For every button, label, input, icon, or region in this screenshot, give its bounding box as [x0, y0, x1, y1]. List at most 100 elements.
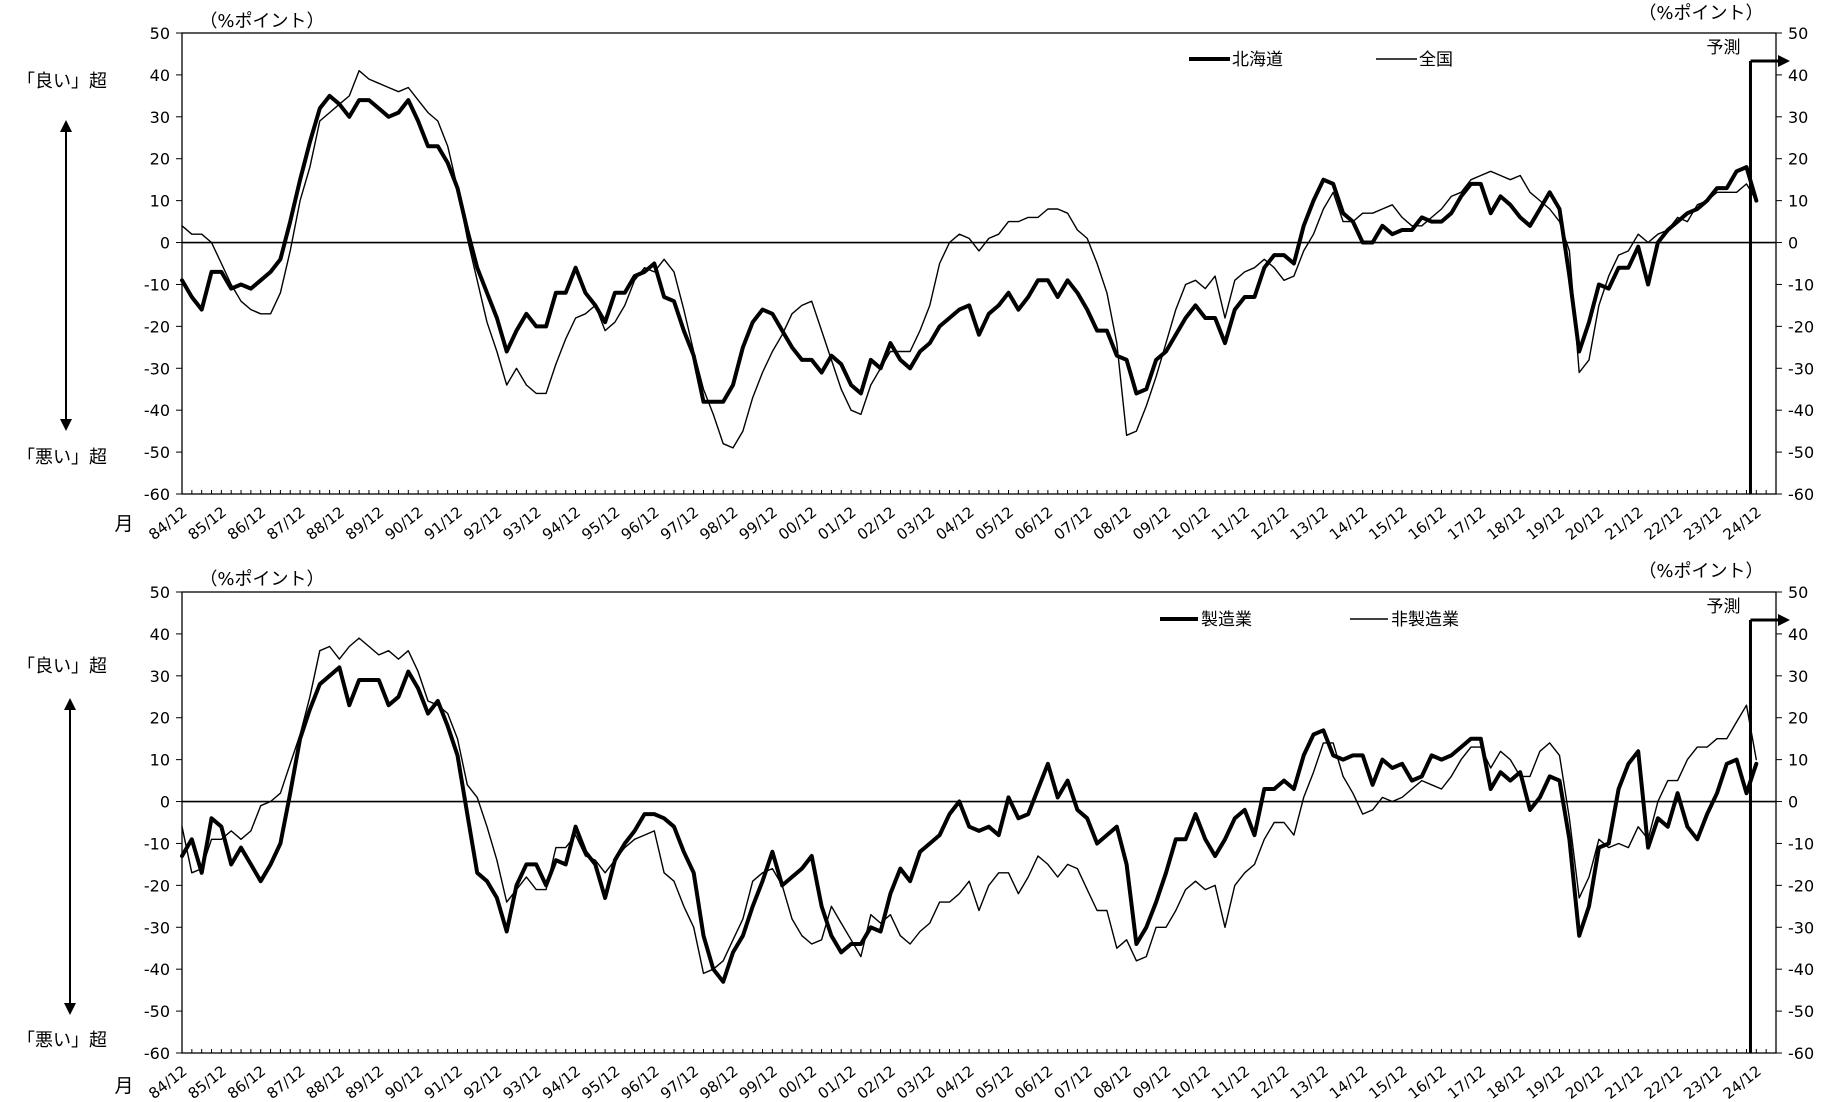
y-tick-label-right: -40 — [1788, 401, 1814, 420]
x-tick-label: 99/12 — [736, 503, 781, 544]
y-tick-label-left: -50 — [144, 443, 170, 462]
x-tick-label: 87/12 — [263, 1062, 308, 1102]
x-tick-label: 15/12 — [1365, 503, 1410, 544]
x-tick-label: 93/12 — [500, 503, 545, 544]
x-tick-label: 07/12 — [1051, 503, 1096, 544]
x-tick-label: 92/12 — [460, 503, 505, 544]
x-tick-label: 95/12 — [578, 503, 623, 544]
y-tick-label-right: 40 — [1788, 625, 1808, 644]
x-tick-label: 97/12 — [657, 1062, 702, 1102]
x-tick-label: 97/12 — [657, 503, 702, 544]
x-tick-label: 01/12 — [814, 1062, 859, 1102]
x-tick-label: 19/12 — [1523, 1062, 1568, 1102]
y-tick-label-right: 0 — [1788, 793, 1798, 812]
x-tick-label: 07/12 — [1051, 1062, 1096, 1102]
x-tick-label: 89/12 — [342, 503, 387, 544]
month-label: 月 — [114, 1075, 133, 1097]
x-tick-label: 17/12 — [1444, 503, 1489, 544]
y-tick-label-right: -30 — [1788, 918, 1814, 937]
y-tick-label-left: 30 — [150, 667, 170, 686]
x-tick-label: 19/12 — [1523, 503, 1568, 544]
x-tick-label: 94/12 — [539, 503, 584, 544]
x-tick-label: 86/12 — [224, 503, 269, 544]
y-tick-label-left: 0 — [160, 793, 170, 812]
x-tick-label: 85/12 — [185, 1062, 230, 1102]
y-tick-label-right: -60 — [1788, 1044, 1814, 1063]
y-tick-label-left: -60 — [144, 485, 170, 504]
x-tick-label: 03/12 — [893, 1062, 938, 1102]
y-tick-label-left: 0 — [160, 234, 170, 253]
y-tick-label-left: 30 — [150, 108, 170, 127]
y-tick-label-left: -20 — [144, 876, 170, 895]
x-tick-label: 11/12 — [1208, 503, 1253, 544]
x-tick-label: 00/12 — [775, 1062, 820, 1102]
unit-label-right: （%ポイント） — [1638, 3, 1763, 24]
unit-label-left: （%ポイント） — [199, 11, 324, 32]
x-tick-label: 16/12 — [1405, 1062, 1450, 1102]
x-tick-label: 04/12 — [932, 1062, 977, 1102]
x-tick-label: 90/12 — [381, 503, 426, 544]
legend-label-2: 全国 — [1419, 50, 1453, 70]
y-tick-label-left: 40 — [150, 66, 170, 85]
x-tick-label: 13/12 — [1287, 503, 1332, 544]
y-tick-label-right: -50 — [1788, 443, 1814, 462]
x-tick-label: 96/12 — [618, 503, 663, 544]
x-tick-label: 98/12 — [696, 1062, 741, 1102]
forecast-label: 予測 — [1706, 38, 1740, 58]
x-tick-label: 23/12 — [1680, 503, 1725, 544]
legend-label-2: 非製造業 — [1391, 610, 1459, 630]
unit-label-left: （%ポイント） — [199, 569, 324, 590]
plot-frame — [181, 591, 1777, 1054]
x-tick-label: 20/12 — [1562, 1062, 1607, 1102]
y-tick-label-right: -10 — [1788, 275, 1814, 294]
y-tick-label-left: -60 — [144, 1044, 170, 1063]
x-tick-label: 87/12 — [263, 503, 308, 544]
y-tick-label-left: -40 — [144, 401, 170, 420]
x-tick-label: 22/12 — [1641, 503, 1686, 544]
arrow-down-head — [64, 1003, 76, 1015]
x-tick-label: 18/12 — [1483, 1062, 1528, 1102]
y-tick-label-right: -30 — [1788, 359, 1814, 378]
x-tick-label: 91/12 — [421, 503, 466, 544]
y-tick-label-left: -50 — [144, 1002, 170, 1021]
chart-panel-1: -60 -60 -50 -50 -40 -40 -30 -30 -20 -20 -10 -10 0 0 10… — [60, 24, 1814, 544]
x-tick-label: 11/12 — [1208, 1062, 1253, 1102]
y-tick-label-right: 50 — [1788, 24, 1808, 43]
y-tick-label-left: -10 — [144, 834, 170, 853]
x-tick-label: 16/12 — [1405, 503, 1450, 544]
y-tick-label-right: -10 — [1788, 834, 1814, 853]
y-tick-label-right: 10 — [1788, 751, 1808, 770]
x-tick-label: 03/12 — [893, 503, 938, 544]
x-tick-label: 94/12 — [539, 1062, 584, 1102]
side-label-bad: 「悪い」超 — [17, 1030, 107, 1051]
legend-label-1: 製造業 — [1201, 610, 1252, 630]
arrow-up-head — [60, 120, 72, 132]
x-tick-label: 22/12 — [1641, 1062, 1686, 1102]
month-label: 月 — [114, 513, 133, 535]
y-tick-label-left: -30 — [144, 359, 170, 378]
y-tick-label-right: -20 — [1788, 317, 1814, 336]
x-tick-label: 09/12 — [1129, 503, 1174, 544]
arrow-down-head — [60, 419, 72, 431]
x-tick-label: 98/12 — [696, 503, 741, 544]
series-line-2 — [181, 637, 1757, 975]
x-tick-label: 23/12 — [1680, 1062, 1725, 1102]
x-tick-label: 96/12 — [618, 1062, 663, 1102]
y-tick-label-right: 0 — [1788, 234, 1798, 253]
x-tick-label: 08/12 — [1090, 503, 1135, 544]
y-tick-label-right: 20 — [1788, 150, 1808, 169]
x-tick-label: 05/12 — [972, 1062, 1017, 1102]
y-tick-label-left: 50 — [150, 583, 170, 602]
y-tick-label-right: 10 — [1788, 192, 1808, 211]
y-tick-label-left: -30 — [144, 918, 170, 937]
x-tick-label: 93/12 — [500, 1062, 545, 1102]
x-tick-label: 05/12 — [972, 503, 1017, 544]
y-tick-label-left: -40 — [144, 960, 170, 979]
y-tick-label-left: 10 — [150, 751, 170, 770]
x-tick-label: 04/12 — [932, 503, 977, 544]
series-line-2 — [181, 70, 1757, 449]
series-line-1 — [180, 665, 1759, 984]
y-tick-label-left: 20 — [150, 150, 170, 169]
y-tick-label-right: 40 — [1788, 66, 1808, 85]
x-tick-label: 92/12 — [460, 1062, 505, 1102]
